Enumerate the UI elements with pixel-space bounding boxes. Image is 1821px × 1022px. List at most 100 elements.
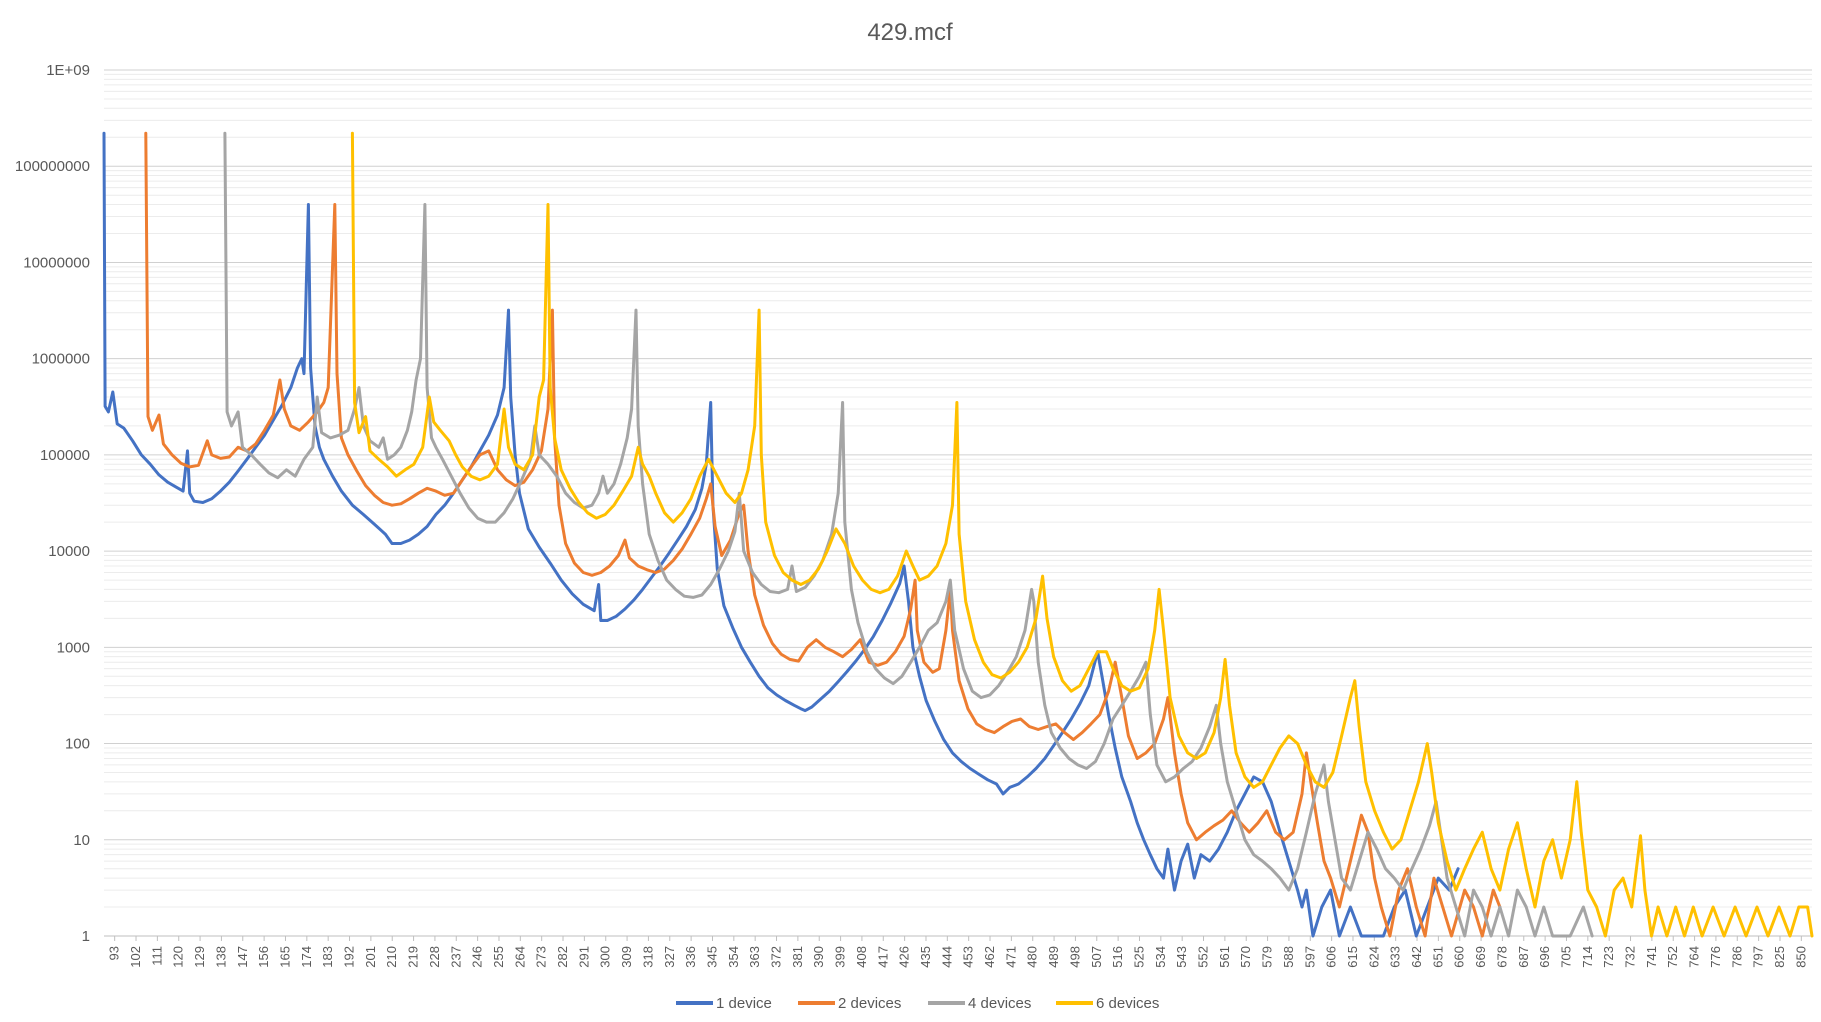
y-tick-label: 1000000	[32, 351, 90, 368]
x-tick-label: 129	[192, 946, 207, 968]
x-tick-label: 642	[1409, 946, 1424, 968]
x-tick-label: 291	[576, 946, 591, 968]
x-tick-label: 111	[149, 946, 164, 966]
x-tick-label: 210	[384, 946, 399, 968]
x-tick-label: 480	[1025, 946, 1040, 968]
x-tick-label: 174	[299, 946, 314, 968]
x-tick-label: 336	[683, 946, 698, 968]
x-tick-label: 417	[875, 946, 890, 968]
x-tick-label: 705	[1558, 946, 1573, 968]
y-tick-label: 10000	[48, 543, 90, 560]
x-tick-label: 408	[854, 946, 869, 968]
x-tick-label: 354	[726, 946, 741, 968]
legend: 1 device 2 devices 4 devices 6 devices	[676, 995, 1159, 1012]
x-tick-label: 633	[1388, 946, 1403, 968]
x-tick-label: 786	[1729, 946, 1744, 968]
x-tick-label: 372	[769, 946, 784, 968]
x-tick-label: 219	[406, 946, 421, 968]
x-tick-label: 399	[833, 946, 848, 968]
y-tick-label: 100000	[40, 447, 90, 464]
y-tick-label: 100	[65, 736, 90, 753]
x-tick-label: 228	[427, 946, 442, 968]
x-tick-label: 776	[1708, 946, 1723, 968]
x-tick-label: 687	[1516, 946, 1531, 968]
x-tick-label: 318	[640, 946, 655, 968]
x-tick-label: 183	[320, 946, 335, 968]
grid-layer	[104, 69, 1812, 937]
x-tick-label: 552	[1196, 946, 1211, 968]
x-tick-label: 255	[491, 946, 506, 968]
x-tick-label: 561	[1217, 946, 1232, 968]
series-line-1	[102, 131, 1460, 938]
x-tick-label: 714	[1580, 946, 1595, 968]
x-tick-label: 678	[1494, 946, 1509, 968]
x-tick-label: 138	[213, 946, 228, 968]
x-tick-label: 165	[277, 946, 292, 968]
x-tick-label: 273	[534, 946, 549, 968]
y-tick-label: 10000000	[23, 254, 90, 271]
x-tick-label: 570	[1238, 946, 1253, 968]
x-tick-label: 764	[1687, 946, 1702, 968]
x-tick-label: 246	[470, 946, 485, 968]
x-tick-label: 752	[1665, 946, 1680, 968]
x-tick-label: 390	[811, 946, 826, 968]
x-tick-label: 309	[619, 946, 634, 968]
x-tick-label: 651	[1430, 946, 1445, 968]
y-tick-label: 1	[82, 928, 90, 945]
x-tick-label: 345	[704, 946, 719, 968]
x-tick-label: 741	[1644, 946, 1659, 968]
x-tick-label: 453	[961, 946, 976, 968]
x-tick-label: 669	[1473, 946, 1488, 968]
x-tick-label: 471	[1003, 946, 1018, 968]
x-tick-label: 696	[1537, 946, 1552, 968]
x-tick-label: 660	[1452, 946, 1467, 968]
x-tick-label: 426	[897, 946, 912, 968]
x-tick-label: 797	[1751, 946, 1766, 968]
x-tick-label: 102	[128, 946, 143, 968]
x-tick-label: 156	[256, 946, 271, 968]
x-tick-label: 597	[1302, 946, 1317, 968]
x-tick-label: 534	[1153, 946, 1168, 968]
x-tick-label: 120	[171, 946, 186, 968]
x-tick-label: 327	[662, 946, 677, 968]
x-tick-label: 462	[982, 946, 997, 968]
x-tick-label: 93	[107, 946, 122, 960]
x-tick-label: 237	[448, 946, 463, 968]
x-tick-label: 192	[342, 946, 357, 968]
x-axis: 93 102 111 120 129 138 147 156 165 174 183 192 201 21…	[104, 935, 1812, 968]
x-tick-label: 507	[1089, 946, 1104, 968]
x-tick-label: 147	[235, 946, 250, 968]
x-tick-label: 282	[555, 946, 570, 968]
x-tick-label: 201	[363, 946, 378, 968]
legend-label: 1 device	[716, 995, 772, 1012]
x-tick-label: 516	[1110, 946, 1125, 968]
y-axis: 1 10 100 1000 10000 100000 1000000 10000000 1000…	[15, 62, 90, 945]
x-tick-label: 498	[1067, 946, 1082, 968]
y-tick-label: 10	[73, 832, 90, 849]
y-tick-label: 1E+09	[46, 62, 90, 79]
legend-label: 2 devices	[838, 995, 901, 1012]
x-tick-label: 489	[1046, 946, 1061, 968]
series-layer	[102, 131, 1814, 938]
x-tick-label: 850	[1793, 946, 1808, 968]
x-tick-label: 543	[1174, 946, 1189, 968]
x-tick-label: 444	[939, 946, 954, 968]
x-tick-label: 264	[512, 946, 527, 968]
chart-title: 429.mcf	[867, 19, 953, 46]
series-line-2	[144, 131, 1502, 938]
legend-label: 4 devices	[968, 995, 1031, 1012]
x-tick-label: 579	[1260, 946, 1275, 968]
x-tick-label: 606	[1324, 946, 1339, 968]
x-tick-label: 624	[1366, 946, 1381, 968]
x-tick-label: 588	[1281, 946, 1296, 968]
x-tick-label: 723	[1601, 946, 1616, 968]
x-tick-label: 363	[747, 946, 762, 968]
x-tick-label: 300	[598, 946, 613, 968]
x-tick-label: 525	[1131, 946, 1146, 968]
legend-label: 6 devices	[1096, 995, 1159, 1012]
x-tick-label: 435	[918, 946, 933, 968]
series-line-4	[350, 131, 1814, 938]
x-tick-label: 825	[1772, 946, 1787, 968]
